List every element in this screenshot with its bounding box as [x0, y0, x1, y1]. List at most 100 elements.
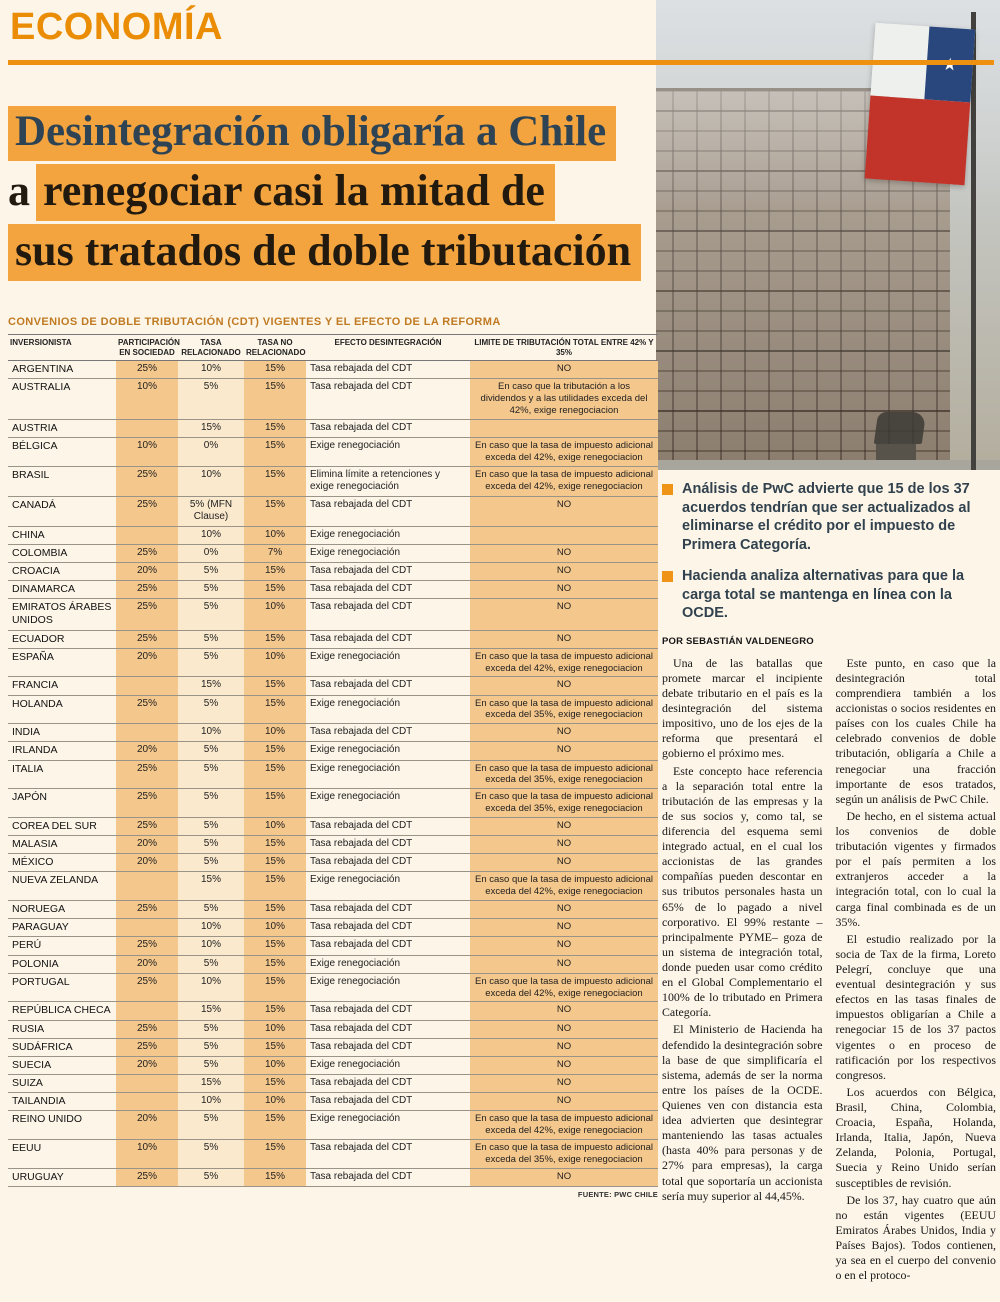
table-cell: NO — [470, 630, 658, 649]
table-cell: NORUEGA — [8, 900, 116, 920]
table-cell: Tasa rebajada del CDT — [306, 1092, 470, 1112]
table-cell: Tasa rebajada del CDT — [306, 598, 470, 631]
table-cell: 25% — [116, 544, 178, 564]
section-title: ECONOMÍA — [10, 6, 223, 48]
table-cell: Tasa rebajada del CDT — [306, 918, 470, 938]
table-cell: 15% — [244, 760, 306, 790]
bullet-item: Hacienda analiza alternativas para que l… — [662, 567, 996, 623]
table-cell: NO — [470, 1056, 658, 1075]
table-cell: 20% — [116, 648, 178, 678]
table-cell: Exige renegociación — [306, 648, 470, 678]
article-paragraph: El estudio realizado por la socia de Tax… — [835, 931, 997, 1082]
table-row: FRANCIA 15% 15% Tasa rebajada del CDT NO — [8, 676, 658, 696]
table-cell: SUDÁFRICA — [8, 1038, 116, 1057]
table-cell: 15% — [244, 562, 306, 582]
table-source: FUENTE: PWC CHILE — [577, 1189, 658, 1199]
table-cell: Exige renegociación — [306, 544, 470, 564]
article-column: Análisis de PwC advierte que 15 de los 3… — [662, 480, 996, 1285]
table-cell: INDIA — [8, 723, 116, 743]
street — [656, 460, 1000, 470]
table-cell: REPÚBLICA CHECA — [8, 1001, 116, 1021]
article-paragraph: Este punto, en caso que la desintegració… — [835, 655, 997, 806]
table-cell: NO — [470, 1020, 658, 1039]
flag-pole — [971, 12, 976, 470]
table-cell: 25% — [116, 760, 178, 790]
table-cell: Tasa rebajada del CDT — [306, 723, 470, 743]
table-cell: 25% — [116, 580, 178, 600]
table-cell: En caso que la tasa de impuesto adiciona… — [470, 466, 658, 497]
table-cell: SUECIA — [8, 1056, 116, 1075]
table-cell: Tasa rebajada del CDT — [306, 1074, 470, 1094]
table-cell: 5% — [178, 1168, 244, 1187]
table-cell: 25% — [116, 598, 178, 631]
table-row: BÉLGICA 10% 0% 15% Exige renegociación En cas… — [8, 437, 658, 467]
table-cell: Exige renegociación — [306, 973, 470, 1003]
table-cell: Tasa rebajada del CDT — [306, 496, 470, 527]
table-cell: BÉLGICA — [8, 437, 116, 467]
column-header: PARTICIPACIÓN EN SOCIEDAD — [116, 333, 180, 362]
table-cell: NO — [470, 900, 658, 920]
table-row: REPÚBLICA CHECA 15% 15% Tasa rebajada del C… — [8, 1001, 658, 1021]
table-cell: NO — [470, 360, 658, 380]
table-cell: 15% — [178, 419, 244, 439]
table-cell: NO — [470, 496, 658, 527]
table-cell: 20% — [116, 562, 178, 582]
table-cell: URUGUAY — [8, 1168, 116, 1187]
table-cell: NO — [470, 955, 658, 974]
table-cell: 15% — [244, 1168, 306, 1187]
table-cell: 15% — [178, 1074, 244, 1094]
table-cell: ARGENTINA — [8, 360, 116, 380]
table-cell: Tasa rebajada del CDT — [306, 817, 470, 837]
table-cell: 15% — [244, 900, 306, 920]
headline-prefix: a — [8, 166, 30, 215]
table-cell: Exige renegociación — [306, 695, 470, 725]
table-cell: Tasa rebajada del CDT — [306, 1038, 470, 1057]
table-row: ESPAÑA 20% 5% 10% Exige renegociación En caso… — [8, 648, 658, 678]
table-cell: NO — [470, 562, 658, 582]
table-cell: 15% — [244, 378, 306, 420]
table-cell: 15% — [244, 419, 306, 439]
table-cell: 10% — [244, 817, 306, 837]
table-cell: 5% — [178, 648, 244, 678]
table-row: IRLANDA 20% 5% 15% Exige renegociación NO — [8, 741, 658, 761]
table-cell: 25% — [116, 1020, 178, 1039]
table-row: AUSTRIA 15% 15% Tasa rebajada del CDT — [8, 419, 658, 439]
article-paragraph: Este concepto hace referencia a la separ… — [662, 763, 823, 1020]
table-cell: Tasa rebajada del CDT — [306, 562, 470, 582]
table-cell: En caso que la tasa de impuesto adiciona… — [470, 973, 658, 1003]
table-cell: Elimina límite a retenciones y exige ren… — [306, 466, 470, 497]
table-cell: 10% — [116, 437, 178, 467]
table-cell: EEUU — [8, 1139, 116, 1169]
table-cell: 5% — [178, 741, 244, 761]
table-cell — [116, 918, 178, 938]
table-cell: DINAMARCA — [8, 580, 116, 600]
table-cell: Tasa rebajada del CDT — [306, 676, 470, 696]
table-cell: NO — [470, 1038, 658, 1057]
table-cell: NO — [470, 918, 658, 938]
table-cell: CROACIA — [8, 562, 116, 582]
table-cell — [116, 419, 178, 439]
table-row: INDIA 10% 10% Tasa rebajada del CDT NO — [8, 723, 658, 743]
table-cell: COREA DEL SUR — [8, 817, 116, 837]
table-cell: 15% — [244, 1038, 306, 1057]
column-header: LIMITE DE TRIBUTACIÓN TOTAL ENTRE 42% Y … — [470, 333, 658, 362]
table-cell: 15% — [244, 741, 306, 761]
table-cell: PARAGUAY — [8, 918, 116, 938]
bullet-text: Hacienda analiza alternativas para que l… — [682, 568, 965, 622]
table-cell: Exige renegociación — [306, 741, 470, 761]
cdt-table-section: CONVENIOS DE DOBLE TRIBUTACIÓN (CDT) VIG… — [8, 316, 658, 1199]
table-cell: FRANCIA — [8, 676, 116, 696]
table-row: DINAMARCA 25% 5% 15% Tasa rebajada del CDT NO — [8, 580, 658, 600]
statue-silhouette — [873, 412, 927, 444]
table-cell: Tasa rebajada del CDT — [306, 936, 470, 956]
table-cell: 10% — [244, 723, 306, 743]
table-cell: En caso que la tasa de impuesto adiciona… — [470, 648, 658, 678]
table-cell: 10% — [244, 526, 306, 545]
table-row: NUEVA ZELANDA 15% 15% Exige renegociación En… — [8, 871, 658, 902]
table-cell: En caso que la tasa de impuesto adiciona… — [470, 871, 658, 902]
article-paragraph: Los acuerdos con Bélgica, Brasil, China,… — [835, 1084, 997, 1190]
headline-highlight: Desintegración obligaría a Chile — [8, 106, 617, 161]
table-cell: MALASIA — [8, 835, 116, 855]
table-cell: 10% — [116, 1139, 178, 1169]
